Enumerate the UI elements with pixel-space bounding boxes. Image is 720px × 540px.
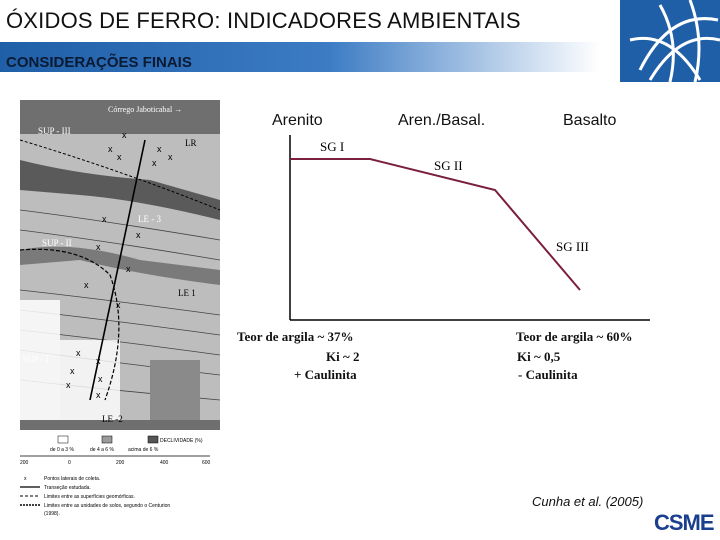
svg-text:x: x: [66, 380, 71, 390]
svg-text:x: x: [157, 144, 162, 154]
svg-text:x: x: [70, 366, 75, 376]
map-legend-item-4: Limites entre as unidades de solos, segu…: [44, 503, 170, 509]
map-legend-item-4b: (1998).: [44, 511, 60, 517]
citation: Cunha et al. (2005): [532, 494, 644, 509]
svg-text:x: x: [96, 390, 101, 400]
svg-text:x: x: [136, 230, 141, 240]
slide-title: ÓXIDOS DE FERRO: INDICADORES AMBIENTAIS: [6, 8, 521, 33]
svg-text:x: x: [168, 152, 173, 162]
left-caulinita-note: + Caulinita: [294, 367, 357, 382]
map-legend-item-2: Transeção estudada.: [44, 485, 91, 491]
map-legend-header: DECLIVIDADE (%): [160, 438, 203, 444]
svg-text:x: x: [108, 144, 113, 154]
map-sup2-label: SUP - II: [42, 238, 72, 248]
surface-profile-diagram: SG I SG II SG III: [289, 135, 650, 321]
map-sup3-label: SUP - III: [38, 126, 71, 136]
map-scale-1: 0: [68, 460, 71, 466]
sg2-label: SG II: [434, 158, 463, 173]
slide-subtitle: CONSIDERAÇÕES FINAIS: [6, 54, 192, 71]
map-scale-0: 200: [20, 460, 29, 466]
svg-text:x: x: [98, 374, 103, 384]
map-legend-item-3: Limites entre as superfícies geomórficas…: [44, 494, 135, 500]
column-basalto: Basalto: [563, 112, 617, 129]
map-scale-3: 400: [160, 460, 169, 466]
map-stream-label: Córrego Jaboticabal →: [108, 105, 182, 114]
svg-text:x: x: [152, 158, 157, 168]
svg-text:x: x: [102, 214, 107, 224]
map-le3-label: LE - 3: [138, 214, 161, 224]
svg-text:x: x: [96, 242, 101, 252]
title-bar: [0, 42, 600, 72]
svg-text:x: x: [122, 130, 127, 140]
surface-profile-line: [290, 158, 581, 291]
column-aren-basal: Aren./Basal.: [398, 112, 486, 129]
map-legend-class-3: acima de 6 %: [128, 447, 159, 453]
soil-map-figure: Córrego Jaboticabal → SUP - III LR LE - …: [20, 100, 220, 517]
svg-text:x: x: [84, 280, 89, 290]
right-caulinita-note: - Caulinita: [518, 367, 578, 382]
map-lr-label: LR: [185, 138, 197, 148]
map-le1-label: LE 1: [178, 288, 196, 298]
svg-text:x: x: [117, 152, 122, 162]
right-ki-note: Ki ~ 0,5: [517, 349, 561, 364]
sg1-label: SG I: [320, 139, 344, 154]
svg-text:x: x: [116, 300, 121, 310]
svg-text:x: x: [76, 348, 81, 358]
map-scale-4: 600: [202, 460, 211, 466]
map-le2-label: LE -2: [102, 414, 123, 424]
sg3-label: SG III: [556, 239, 589, 254]
column-arenito: Arenito: [272, 112, 323, 129]
svg-text:x: x: [126, 264, 131, 274]
csme-logo: CSME: [654, 510, 715, 535]
map-legend-item-1: Pontos laterais de coleta.: [44, 476, 100, 482]
map-legend-class-1: de 0 a 3 %: [50, 447, 74, 453]
svg-text:x: x: [96, 356, 101, 366]
globe-logo-icon: [620, 0, 720, 82]
map-scale-2: 200: [116, 460, 125, 466]
right-teor-note: Teor de argila ~ 60%: [516, 329, 633, 344]
left-teor-note: Teor de argila ~ 37%: [237, 329, 354, 344]
left-ki-note: Ki ~ 2: [326, 349, 360, 364]
svg-text:x: x: [24, 476, 27, 482]
map-legend-class-2: de 4 a 6 %: [90, 447, 114, 453]
map-sup1-label: SUP - I: [22, 354, 49, 364]
